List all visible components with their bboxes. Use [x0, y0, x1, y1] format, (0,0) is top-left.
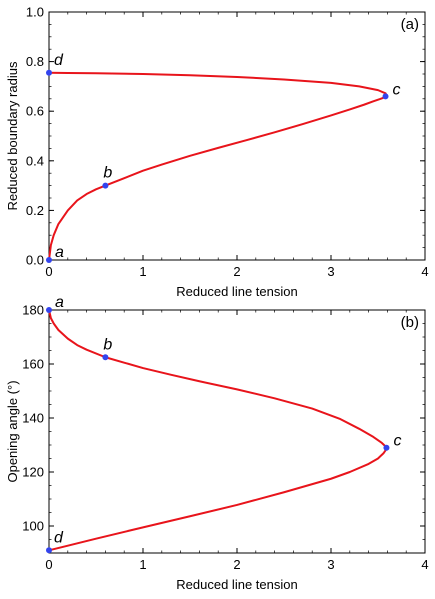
y-axis-label: Reduced boundary radius — [5, 61, 20, 210]
point-d — [46, 69, 52, 76]
y-tick-label: 180 — [22, 303, 44, 318]
x-tick-label: 3 — [327, 264, 334, 279]
point-label-a: a — [55, 294, 64, 311]
panel-label: (b) — [401, 314, 419, 331]
series-line — [48, 309, 388, 552]
point-label-d: d — [54, 52, 64, 69]
point-label-c: c — [393, 81, 401, 98]
x-tick-label: 4 — [421, 557, 428, 572]
chart-panel-b: 0 1 2 3 4 100 120 140 160 180 Reduced line tension… — [5, 294, 429, 592]
y-tick-label: 0.8 — [26, 54, 44, 69]
point-label-a: a — [55, 244, 64, 261]
point-c — [382, 93, 389, 100]
point-label-d: d — [54, 529, 64, 546]
y-tick-label: 0.0 — [26, 253, 44, 268]
x-axis-label: Reduced line tension — [176, 284, 297, 299]
x-tick-label: 0 — [45, 264, 52, 279]
y-tick-label: 0.6 — [26, 104, 44, 119]
point-c — [383, 444, 390, 451]
point-a — [46, 307, 52, 313]
x-tick-label: 0 — [45, 557, 52, 572]
x-tick-label: 1 — [139, 557, 146, 572]
series-line — [48, 71, 388, 261]
y-tick-label: 160 — [22, 357, 44, 372]
point-label-c: c — [393, 433, 401, 450]
y-tick-label: 120 — [22, 465, 44, 480]
y-tick-label: 1.0 — [26, 5, 44, 20]
point-d — [46, 547, 52, 554]
chart-panel-a: 0 1 2 3 4 0.0 0.2 0.4 0.6 0.8 1.0 Reduced line tens… — [5, 5, 429, 300]
y-tick-label: 0.2 — [26, 203, 44, 218]
panel-label: (a) — [401, 16, 419, 33]
y-tick-label: 100 — [22, 519, 44, 534]
point-b — [102, 354, 109, 361]
x-axis-label: Reduced line tension — [176, 577, 297, 592]
point-a — [46, 257, 52, 263]
y-tick-label: 140 — [22, 411, 44, 426]
x-tick-label: 1 — [139, 264, 146, 279]
point-label-b: b — [103, 336, 112, 353]
x-tick-label: 2 — [233, 557, 240, 572]
point-b — [102, 182, 109, 189]
y-axis-label: Opening angle (°) — [5, 380, 20, 482]
x-tick-label: 2 — [233, 264, 240, 279]
point-label-b: b — [103, 165, 112, 182]
plot-frame — [48, 11, 426, 261]
y-tick-label: 0.4 — [26, 153, 44, 168]
x-tick-label: 4 — [421, 264, 428, 279]
x-tick-label: 3 — [327, 557, 334, 572]
